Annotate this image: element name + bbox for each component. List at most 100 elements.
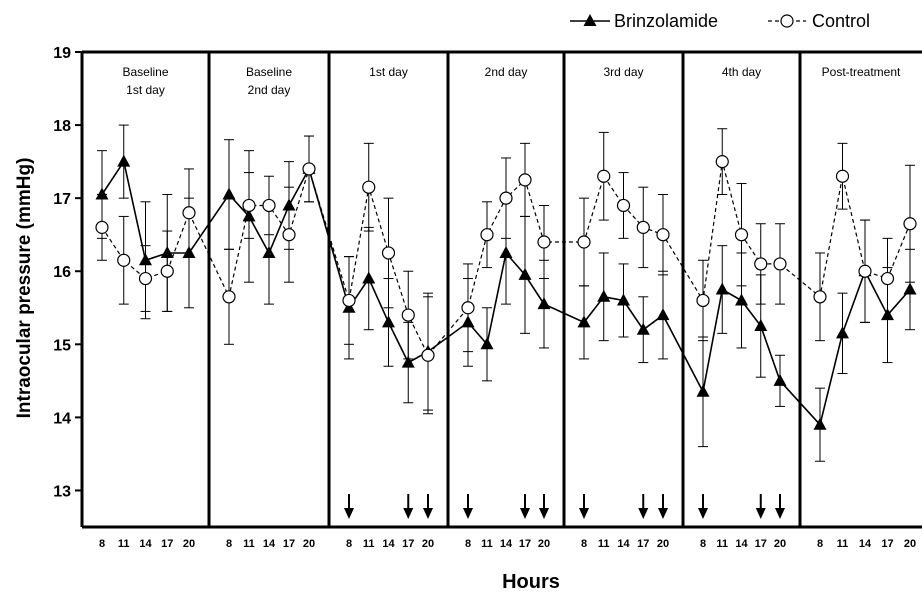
x-tick-label: 20 — [904, 538, 916, 550]
x-tick-label: 11 — [716, 538, 728, 550]
brinzolamide-point — [696, 384, 710, 397]
brinzolamide-point — [95, 187, 109, 200]
x-tick-label: 14 — [617, 538, 630, 550]
control-point — [342, 293, 356, 308]
control-point — [636, 220, 650, 234]
brinzolamide-point — [715, 282, 729, 295]
x-tick-label: 8 — [700, 538, 706, 550]
control-point — [182, 206, 196, 220]
x-tick-label: 8 — [581, 538, 587, 550]
x-tick-label: 20 — [422, 538, 434, 550]
x-tick-label: 17 — [755, 538, 767, 550]
brinzolamide-point — [222, 187, 236, 200]
dose-arrow-head — [344, 508, 354, 519]
control-point — [903, 217, 917, 231]
panel-label: 2nd day — [248, 83, 291, 97]
x-axis-title: Hours — [502, 571, 560, 593]
x-tick-label: 14 — [382, 538, 395, 550]
control-point — [499, 191, 513, 205]
brinzolamide-point — [262, 245, 276, 258]
control-point — [656, 228, 670, 242]
dose-arrow-head — [775, 508, 785, 519]
brinzolamide-point — [401, 355, 415, 368]
x-tick-label: 8 — [226, 538, 232, 550]
x-tick-label: 17 — [519, 538, 531, 550]
brinzolamide-point — [117, 154, 131, 167]
control-point — [421, 348, 435, 362]
x-tick-label: 20 — [303, 538, 315, 550]
y-tick-label: 19 — [53, 45, 71, 62]
x-tick-label: 8 — [99, 538, 105, 550]
x-tick-label: 17 — [283, 538, 295, 550]
panel-label: 1st day — [126, 83, 165, 97]
panel-label: Baseline — [246, 65, 292, 79]
control-point — [734, 228, 749, 242]
legend-control-label: Control — [812, 11, 870, 31]
brinzolamide-point — [636, 322, 650, 335]
x-tick-label: 17 — [637, 538, 649, 550]
legend-brinzolamide-marker — [583, 14, 597, 26]
panel-label: Baseline — [122, 65, 168, 79]
control-point — [282, 228, 296, 242]
control-point — [835, 169, 850, 183]
x-tick-label: 8 — [346, 538, 352, 550]
control-point — [597, 169, 611, 183]
control-point — [773, 257, 787, 271]
brinzolamide-point — [773, 373, 787, 386]
control-point — [754, 257, 768, 271]
x-tick-label: 17 — [402, 538, 414, 550]
x-tick-label: 17 — [161, 538, 173, 550]
control-point — [480, 228, 494, 242]
control-point — [401, 308, 415, 322]
control-point — [302, 162, 316, 176]
control-point — [537, 235, 551, 249]
control-point — [95, 220, 109, 234]
dose-arrow-head — [520, 508, 530, 519]
control-point — [381, 246, 396, 260]
x-tick-label: 14 — [263, 538, 276, 550]
x-tick-label: 20 — [657, 538, 669, 550]
dose-arrow-head — [463, 508, 473, 519]
brinzolamide-point — [518, 267, 532, 280]
brinzolamide-point — [656, 308, 670, 321]
dose-arrow-head — [403, 508, 414, 519]
dose-arrow-head — [698, 508, 708, 519]
y-axis-title: Intraocular pressure (mmHg) — [14, 158, 35, 419]
panel-label: 2nd day — [485, 65, 528, 79]
control-point — [461, 301, 475, 315]
legend-brinzolamide-label: Brinzolamide — [614, 11, 718, 31]
x-tick-label: 11 — [481, 538, 493, 550]
panel-label: Post-treatment — [822, 65, 901, 79]
brinzolamide-point — [480, 337, 494, 350]
control-point — [813, 290, 827, 304]
legend-control-marker — [780, 14, 794, 28]
brinzolamide-point — [836, 326, 849, 339]
brinzolamide-point — [382, 315, 395, 328]
x-tick-label: 11 — [118, 538, 130, 550]
brinzolamide-point — [499, 245, 513, 258]
control-point — [696, 293, 710, 308]
control-point — [518, 173, 532, 187]
x-tick-label: 20 — [538, 538, 550, 550]
x-tick-label: 11 — [363, 538, 375, 550]
control-point — [616, 198, 631, 213]
control-point — [858, 264, 872, 278]
control-point — [117, 253, 131, 267]
panel-label: 3rd day — [603, 65, 643, 79]
control-point — [715, 155, 729, 169]
dose-arrow-head — [539, 508, 549, 519]
dose-arrow-head — [658, 508, 668, 519]
control-point — [160, 264, 174, 278]
control-point — [880, 271, 895, 286]
x-tick-label: 14 — [139, 538, 152, 550]
brinzolamide-point — [617, 293, 630, 306]
brinzolamide-point — [362, 271, 376, 284]
y-tick-label: 17 — [53, 191, 71, 208]
y-tick-label: 14 — [53, 410, 71, 427]
brinzolamide-point — [735, 293, 748, 306]
dose-arrow-head — [423, 508, 433, 519]
control-point — [138, 271, 153, 286]
brinzolamide-point — [903, 282, 917, 295]
x-tick-label: 14 — [859, 538, 872, 550]
